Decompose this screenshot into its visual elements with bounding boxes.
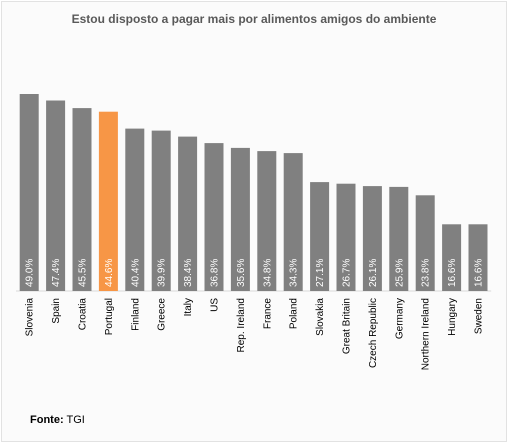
data-label: 16.6%	[474, 259, 485, 287]
category-label: France	[262, 298, 273, 330]
category-label: Germany	[394, 298, 405, 339]
data-label: 36.8%	[210, 259, 221, 287]
data-label: 27.1%	[315, 259, 326, 287]
category-label: Sweden	[474, 298, 485, 334]
category-label: Czech Republic	[368, 298, 379, 368]
source-text: TGI	[66, 414, 85, 426]
bar-slovenia	[19, 94, 39, 291]
data-label: 39.9%	[157, 259, 168, 287]
bar-hungary	[442, 224, 462, 291]
data-label: 34.8%	[262, 259, 273, 287]
bar-czech-republic	[362, 186, 382, 291]
bar-finland	[125, 128, 145, 291]
bar-portugal	[98, 111, 118, 291]
bar-northern-ireland	[415, 195, 435, 291]
bar-sweden	[468, 224, 488, 291]
data-label: 34.3%	[289, 259, 300, 287]
data-label: 26.1%	[368, 259, 379, 287]
bar-us	[204, 143, 224, 291]
data-label: 49.0%	[25, 259, 36, 287]
category-label: Portugal	[104, 298, 115, 335]
category-label: Hungary	[447, 298, 458, 336]
category-label: Poland	[289, 298, 300, 329]
data-label: 40.4%	[130, 259, 141, 287]
bar-spain	[46, 100, 66, 291]
category-label: Slovenia	[25, 298, 36, 337]
bar-poland	[283, 153, 303, 291]
bar-france	[257, 151, 277, 291]
category-label: Croatia	[78, 298, 89, 331]
data-label: 25.9%	[394, 259, 405, 287]
bar-croatia	[72, 108, 92, 291]
data-label: 45.5%	[78, 259, 89, 287]
category-label: Finland	[130, 298, 141, 331]
data-label: 35.6%	[236, 259, 247, 287]
data-label: 26.7%	[342, 259, 353, 287]
data-label: 23.8%	[421, 259, 432, 287]
bar-slovakia	[310, 182, 330, 291]
category-label: Slovakia	[315, 298, 326, 336]
source-label: Fonte:	[30, 414, 64, 426]
data-label: 38.4%	[183, 259, 194, 287]
bar-greece	[151, 130, 171, 291]
category-label: Spain	[51, 298, 62, 324]
category-label: Great Britain	[342, 298, 353, 354]
category-label: US	[210, 298, 221, 312]
bar-rep-ireland	[230, 147, 250, 291]
bar-italy	[178, 136, 198, 291]
data-label: 16.6%	[447, 259, 458, 287]
category-label: Rep. Ireland	[236, 298, 247, 352]
bar-great-britain	[336, 183, 356, 291]
source-note: Fonte: TGI	[30, 414, 85, 426]
data-label: 47.4%	[51, 259, 62, 287]
data-label: 44.6%	[104, 259, 115, 287]
category-label: Northern Ireland	[421, 298, 432, 370]
chart-title: Estou disposto a pagar mais por alimento…	[71, 12, 437, 26]
category-label: Italy	[183, 298, 194, 316]
bar-germany	[389, 186, 409, 291]
category-label: Greece	[157, 298, 168, 331]
